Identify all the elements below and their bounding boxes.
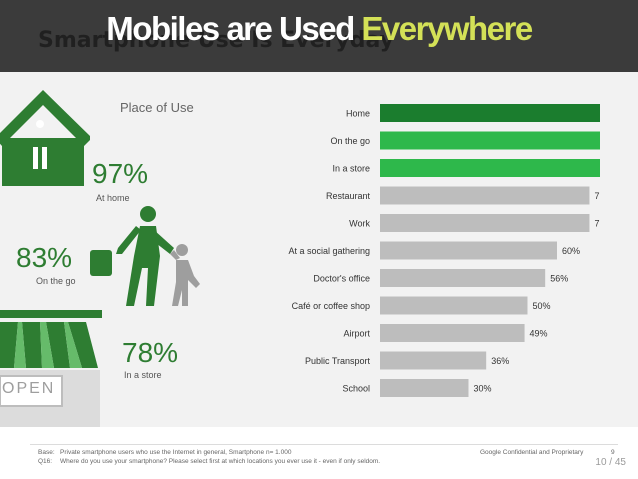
open-sign: OPEN	[2, 380, 56, 397]
category-label-on-the-go: On the go	[330, 136, 370, 146]
stat-on-the-go-value: 83%	[16, 242, 73, 273]
stat-home-value: 97%	[92, 158, 149, 189]
category-label-caf-or-coffee-shop: Café or coffee shop	[292, 301, 370, 311]
stat-in-a-store-label: In a store	[124, 370, 162, 380]
category-label-at-a-social-gathering: At a social gathering	[288, 246, 370, 256]
slide-footer: Base: Private smartphone users who use t…	[0, 427, 638, 479]
category-label-in-a-store: In a store	[332, 164, 370, 174]
original-slide-title: Smartphone Use Is Everyday	[38, 28, 394, 53]
bar-doctor-s-office	[380, 269, 546, 287]
bar-restaurant	[380, 186, 590, 205]
category-label-doctor-s-office: Doctor's office	[313, 274, 370, 284]
slide-title: Mobiles are Used Everywhere	[0, 10, 638, 48]
value-label-airport: 49%	[530, 329, 548, 339]
slide-pager: 10 / 45	[595, 457, 626, 468]
slide-title-main: Mobiles are Used	[106, 10, 362, 47]
footer-divider	[30, 444, 618, 445]
footer-base-label: Base:	[38, 449, 55, 456]
bar-on-the-go	[380, 131, 600, 150]
value-label-school: 30%	[474, 384, 492, 394]
slide-body: Place of Use 97% At home 83% On the go O…	[0, 72, 638, 427]
stat-on-the-go-label: On the go	[36, 276, 76, 286]
house-icon	[0, 90, 90, 186]
category-label-home: Home	[346, 109, 370, 119]
value-label-at-a-social-gathering: 60%	[562, 246, 580, 256]
bar-airport	[380, 324, 525, 342]
stat-in-a-store-value: 78%	[122, 337, 179, 368]
category-label-airport: Airport	[343, 329, 370, 339]
bar-caf-or-coffee-shop	[380, 296, 528, 315]
bar-work	[380, 214, 590, 232]
category-label-work: Work	[349, 219, 370, 229]
category-label-school: School	[342, 384, 370, 394]
slide-header: Smartphone Use Is Everyday Mobiles are U…	[0, 0, 638, 72]
category-label-restaurant: Restaurant	[326, 191, 371, 201]
walking-person-icon	[90, 206, 200, 306]
confidential-note: Google Confidential and Proprietary	[480, 449, 584, 456]
source-page-number: 9	[611, 449, 615, 456]
bar-home	[380, 104, 600, 122]
footer-question-label: Q16:	[38, 458, 53, 465]
footer-base-text: Private smartphone users who use the Int…	[60, 449, 292, 456]
value-label-public-transport: 36%	[491, 356, 509, 366]
storefront-icon	[0, 310, 102, 427]
place-of-use-title: Place of Use	[120, 100, 194, 115]
value-label-caf-or-coffee-shop: 50%	[533, 301, 551, 311]
bar-in-a-store	[380, 159, 600, 177]
slide-title-highlight: Everywhere	[361, 10, 533, 47]
bar-at-a-social-gathering	[380, 241, 557, 260]
stat-home-label: At home	[96, 193, 130, 203]
category-label-public-transport: Public Transport	[305, 356, 371, 366]
bar-school	[380, 379, 469, 397]
value-label-restaurant: 71%	[594, 191, 600, 201]
value-label-doctor-s-office: 56%	[550, 274, 568, 284]
value-label-work: 71%	[594, 219, 600, 229]
footer-question-text: Where do you use your smartphone? Please…	[60, 458, 381, 465]
bar-public-transport	[380, 351, 487, 370]
place-of-use-bar-chart: Home97%On the go83%In a store78%Restaura…	[288, 104, 600, 397]
